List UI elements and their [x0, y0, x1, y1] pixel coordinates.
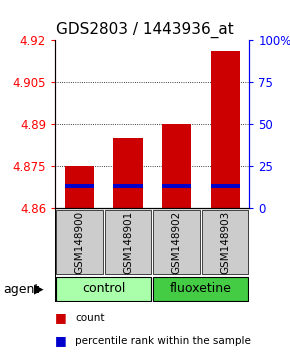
Text: GSM148903: GSM148903 [220, 210, 230, 274]
Text: GSM148900: GSM148900 [75, 210, 84, 274]
Bar [202, 210, 249, 274]
Text: count: count [75, 313, 105, 322]
Bar [211, 51, 240, 208]
Text: ▶: ▶ [34, 282, 44, 296]
Text: GDS2803 / 1443936_at: GDS2803 / 1443936_at [56, 22, 234, 38]
Bar [162, 184, 191, 188]
Text: control: control [82, 282, 125, 296]
Text: agent: agent [3, 282, 39, 296]
Bar [105, 210, 151, 274]
Text: ■: ■ [55, 335, 67, 348]
Text: ■: ■ [55, 311, 67, 324]
Bar [153, 277, 249, 301]
Text: GSM148901: GSM148901 [123, 210, 133, 274]
Bar [211, 184, 240, 188]
Bar [113, 184, 143, 188]
Text: GSM148902: GSM148902 [172, 210, 182, 274]
Bar [56, 210, 103, 274]
Text: fluoxetine: fluoxetine [170, 282, 232, 296]
Bar [65, 166, 94, 208]
Text: percentile rank within the sample: percentile rank within the sample [75, 336, 251, 346]
Bar [65, 184, 94, 188]
Bar [56, 277, 151, 301]
Bar [113, 138, 143, 208]
Bar [153, 210, 200, 274]
Bar [162, 124, 191, 208]
